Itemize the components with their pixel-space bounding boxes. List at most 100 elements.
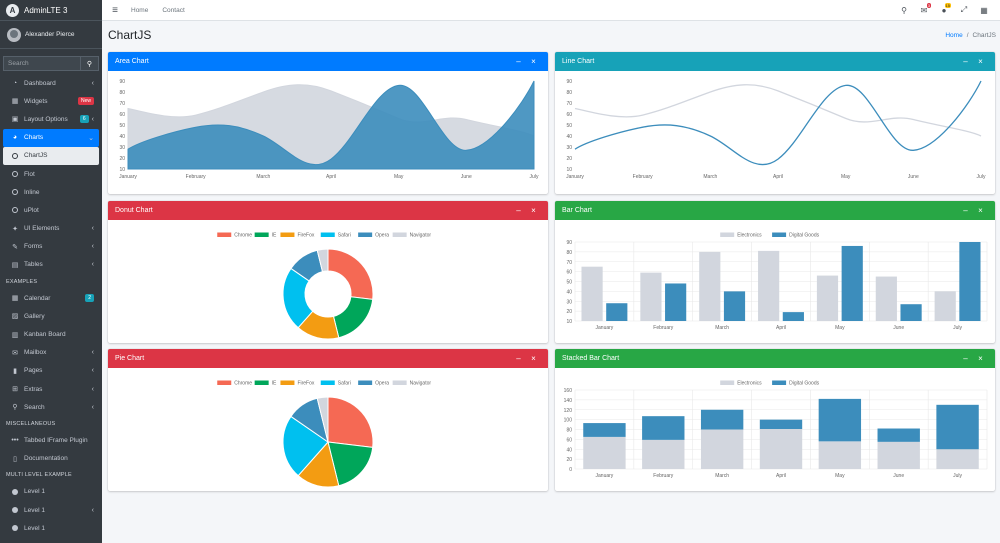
sidebar-item-label: Mailbox bbox=[24, 349, 47, 357]
legend-label: Navigator bbox=[410, 381, 432, 387]
user-name[interactable]: Alexander Pierce bbox=[25, 31, 75, 38]
breadcrumb-current: ChartJS bbox=[972, 31, 996, 39]
legend-label: Digital Goods bbox=[789, 233, 820, 239]
x-tick-label: May bbox=[835, 325, 845, 331]
minimize-icon[interactable]: – bbox=[963, 206, 968, 215]
file-icon: ▯ bbox=[13, 455, 17, 463]
x-tick-label: May bbox=[394, 174, 404, 180]
sidebar-item-forms[interactable]: ✎ Forms ‹ bbox=[3, 238, 99, 256]
close-icon[interactable]: × bbox=[978, 354, 983, 363]
legend-label: Electronics bbox=[737, 233, 762, 239]
bar-electronics bbox=[642, 439, 685, 469]
close-icon[interactable]: × bbox=[978, 206, 983, 215]
close-icon[interactable]: × bbox=[531, 354, 536, 363]
messages-icon[interactable]: ✉ 3 bbox=[920, 2, 931, 15]
bar-digital-goods bbox=[642, 416, 685, 440]
card-title: Pie Chart bbox=[115, 355, 145, 362]
minimize-icon[interactable]: – bbox=[516, 57, 521, 66]
sidebar-item-label: Level 1 bbox=[24, 524, 45, 532]
x-tick-label: June bbox=[908, 174, 919, 180]
sidebar-item-chartjs[interactable]: ChartJS bbox=[3, 146, 99, 165]
y-tick-label: 70 bbox=[119, 101, 125, 107]
tree-icon: ✦ bbox=[12, 225, 18, 233]
sidebar-search-button[interactable]: ⚲ bbox=[80, 56, 99, 71]
sidebar-item-label: Layout Options bbox=[24, 115, 68, 123]
sidebar-item-ui-elements[interactable]: ✦ UI Elements ‹ bbox=[3, 220, 99, 238]
sidebar-nav-misc: ••• Tabbed IFrame Plugin ▯ Documentation bbox=[0, 431, 102, 467]
content-header: ChartJS Home / ChartJS bbox=[108, 24, 996, 46]
circle-icon bbox=[11, 152, 19, 159]
brand-link[interactable]: A AdminLTE 3 bbox=[0, 0, 102, 21]
bar-electronics bbox=[875, 276, 897, 321]
close-icon[interactable]: × bbox=[531, 206, 536, 215]
fullscreen-icon[interactable]: ⤢ bbox=[960, 5, 968, 14]
columns-icon: ▥ bbox=[11, 331, 19, 339]
close-icon[interactable]: × bbox=[531, 57, 536, 66]
sidebar-item-flot[interactable]: Flot bbox=[3, 165, 99, 183]
sidebar-item-kanban-board[interactable]: ▥ Kanban Board bbox=[3, 325, 99, 343]
nav-contact-link[interactable]: Contact bbox=[162, 6, 185, 14]
bar-electronics bbox=[818, 441, 862, 469]
x-tick-label: February bbox=[633, 174, 654, 180]
sidebar-item-layout-options[interactable]: ▣ Layout Options 6 ‹ bbox=[3, 110, 99, 128]
search-icon: ⚲ bbox=[12, 404, 18, 412]
brand-name: AdminLTE 3 bbox=[24, 5, 68, 15]
menu-toggle-icon[interactable]: ≡ bbox=[112, 4, 118, 16]
minimize-icon[interactable]: – bbox=[516, 354, 521, 363]
sidebar-item-level-1[interactable]: Level 1 bbox=[3, 519, 99, 537]
sidebar-item-tables[interactable]: ▤ Tables ‹ bbox=[3, 256, 99, 274]
y-tick-label: 30 bbox=[566, 145, 572, 151]
sidebar-item-calendar[interactable]: ▦ Calendar 2 bbox=[3, 289, 99, 307]
nav-home-link[interactable]: Home bbox=[131, 6, 149, 14]
main-sidebar: A AdminLTE 3 Alexander Pierce ⚲ ◔ Dashboa… bbox=[0, 0, 102, 543]
sidebar-item-label: Level 1 bbox=[24, 488, 45, 496]
legend-swatch bbox=[392, 380, 407, 385]
ellipsis-icon: ••• bbox=[11, 436, 19, 444]
bar-digital-goods bbox=[877, 428, 920, 442]
user-panel[interactable]: Alexander Pierce bbox=[0, 21, 102, 49]
close-icon[interactable]: × bbox=[978, 57, 983, 66]
minimize-icon[interactable]: – bbox=[963, 57, 968, 66]
bar-chart-card: Bar Chart – × Electronics Digital Goods 10… bbox=[555, 201, 995, 343]
sidebar-item-documentation[interactable]: ▯ Documentation bbox=[3, 450, 99, 468]
sidebar-item-inline[interactable]: Inline bbox=[3, 183, 99, 201]
circle-solid-icon bbox=[11, 525, 19, 532]
y-tick-label: 140 bbox=[564, 398, 573, 404]
sidebar-item-widgets[interactable]: ▦ Widgets New bbox=[3, 92, 99, 110]
y-tick-label: 30 bbox=[566, 299, 572, 305]
sidebar-item-extras[interactable]: ⊞ Extras ‹ bbox=[3, 380, 99, 398]
sidebar-item-mailbox[interactable]: ✉ Mailbox ‹ bbox=[3, 344, 99, 362]
legend-swatch bbox=[217, 232, 232, 237]
y-tick-label: 10 bbox=[119, 167, 125, 173]
sidebar-item-search[interactable]: ⚲ Search ‹ bbox=[3, 398, 99, 416]
sidebar-search-input[interactable] bbox=[3, 56, 80, 71]
sidebar-item-level-1[interactable]: Level 1 ‹ bbox=[3, 501, 99, 519]
sidebar-item-level-1[interactable]: Level 1 bbox=[3, 483, 99, 501]
sidebar-item-label: Tabbed IFrame Plugin bbox=[24, 436, 88, 444]
minimize-icon[interactable]: – bbox=[516, 206, 521, 215]
x-tick-label: March bbox=[715, 325, 729, 331]
sidebar-item-pages[interactable]: ▮ Pages ‹ bbox=[3, 362, 99, 380]
y-tick-label: 80 bbox=[566, 428, 572, 434]
legend-label: Safari bbox=[338, 381, 351, 387]
sidebar-item-uplot[interactable]: uPlot bbox=[3, 201, 99, 219]
line-chart: 10 20 30 40 50 60 70 80 90 January February March Ap… bbox=[555, 71, 995, 194]
sidebar-item-charts[interactable]: ◕ Charts ⌄ bbox=[3, 128, 99, 147]
x-tick-label: July bbox=[977, 174, 986, 180]
bar-digital-goods bbox=[700, 409, 744, 430]
minimize-icon[interactable]: – bbox=[963, 354, 968, 363]
sidebar-item-gallery[interactable]: ▨ Gallery bbox=[3, 307, 99, 325]
legend-swatch bbox=[772, 232, 787, 237]
control-sidebar-icon[interactable]: ▦ bbox=[980, 5, 988, 15]
chevron-down-icon: ⌄ bbox=[88, 134, 94, 142]
sidebar-item-tabbed-iframe-plugin[interactable]: ••• Tabbed IFrame Plugin bbox=[3, 431, 99, 449]
chevron-left-icon: ‹ bbox=[91, 225, 94, 233]
edit-icon: ✎ bbox=[12, 243, 18, 251]
card-title: Line Chart bbox=[562, 58, 595, 65]
notifications-icon[interactable]: ● 15 bbox=[941, 2, 951, 15]
bar-electronics bbox=[700, 429, 744, 469]
sidebar-item-dashboard[interactable]: ◔ Dashboard ‹ bbox=[3, 74, 99, 92]
navbar-search-icon[interactable]: ⚲ bbox=[901, 5, 907, 15]
chevron-left-icon: ‹ bbox=[91, 115, 94, 123]
breadcrumb-home[interactable]: Home bbox=[945, 31, 963, 39]
